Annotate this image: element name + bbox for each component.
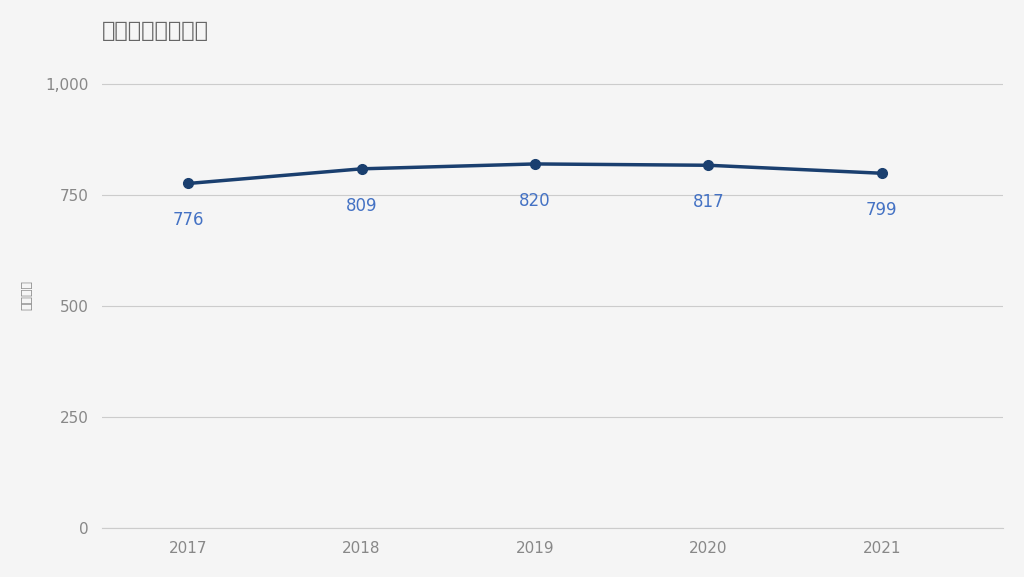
Text: 820: 820 xyxy=(519,192,551,209)
Y-axis label: 平均年収: 平均年収 xyxy=(20,280,34,310)
Text: 799: 799 xyxy=(866,201,898,219)
Text: 817: 817 xyxy=(692,193,724,211)
Text: 809: 809 xyxy=(346,197,378,215)
Text: 776: 776 xyxy=(172,211,204,229)
Text: ホンダの平均年収: ホンダの平均年収 xyxy=(101,21,209,41)
